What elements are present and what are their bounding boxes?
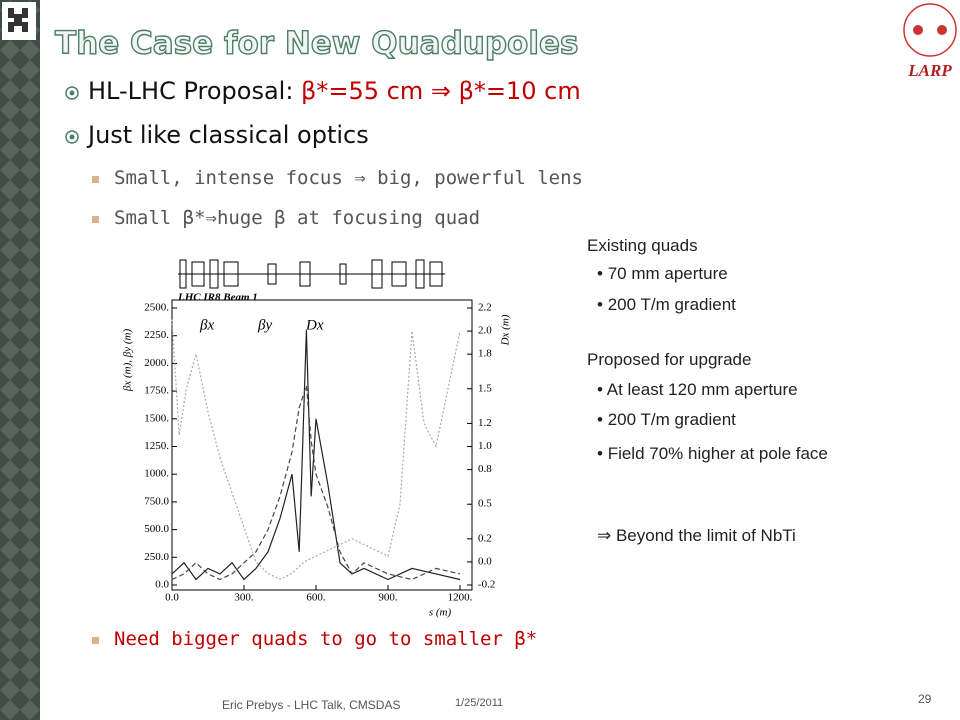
note-item: • At least 120 mm aperture	[597, 380, 798, 399]
note-heading: Proposed for upgrade	[587, 350, 752, 369]
y-tick-label: 2000.	[144, 357, 169, 369]
y2-tick-label: -0.2	[478, 579, 495, 591]
curve	[171, 330, 461, 581]
y2-tick-label: 0.2	[478, 532, 492, 544]
x-tick-label: 1200.	[448, 592, 473, 604]
curve	[171, 385, 461, 581]
larp-logo	[903, 3, 957, 57]
sub-bullet: Need bigger quads to go to smaller β*	[114, 628, 538, 650]
note-heading: Existing quads	[587, 236, 698, 255]
bullet-marker	[65, 130, 79, 144]
note-text: 200 T/m gradient	[607, 295, 736, 314]
note-item: • 200 T/m gradient	[597, 295, 736, 314]
x-tick-label: 0.0	[165, 592, 179, 604]
y2-tick-label: 2.0	[478, 325, 492, 337]
y2-tick-label: 1.2	[478, 417, 492, 429]
x-tick-label: 300.	[234, 592, 254, 604]
slide-title: The Case for New Quadupoles	[55, 26, 578, 62]
note-text: At least 120 mm aperture	[606, 380, 798, 399]
y2-tick-label: 2.2	[478, 302, 492, 314]
bullet: Just like classical optics	[88, 121, 369, 149]
bullet-marker	[65, 86, 79, 100]
curve-label: βy	[257, 317, 272, 333]
footer-author: Eric Prebys - LHC Talk, CMSDAS	[222, 698, 401, 712]
y-tick-label: 750.0	[144, 495, 169, 507]
y-axis-label: βx (m), βy (m)	[122, 329, 134, 393]
plot-frame	[171, 299, 473, 591]
curve-label: Dx	[305, 317, 324, 333]
bullet-marker	[92, 637, 99, 644]
sub-bullet: Small β*⇒huge β at focusing quad	[114, 207, 481, 229]
figure-title: LHC IR8 Beam 1	[177, 292, 258, 304]
note-text: 70 mm aperture	[607, 264, 728, 283]
x-axis-label: s (m)	[429, 607, 452, 619]
x-tick-label: 600.	[306, 592, 326, 604]
fermilab-logo	[8, 8, 28, 32]
bullet-marker	[92, 216, 99, 223]
y-tick-label: 2250.	[144, 329, 169, 341]
note-text: 200 T/m gradient	[607, 410, 736, 429]
curve	[171, 319, 461, 580]
y2-tick-label: 0.0	[478, 555, 492, 567]
larp-logo	[937, 25, 947, 35]
y2-tick-label: 1.5	[478, 382, 492, 394]
y-tick-label: 1250.	[144, 440, 169, 452]
note-conclusion: ⇒ Beyond the limit of NbTi	[597, 526, 796, 545]
lattice	[178, 259, 445, 289]
note-item: • 70 mm aperture	[597, 264, 728, 283]
y2-tick-label: 1.8	[478, 348, 492, 360]
bullet-text: β*=55 cm ⇒ β*=10 cm	[301, 77, 581, 105]
y2-tick-label: 0.8	[478, 463, 492, 475]
sub-bullet: Small, intense focus ⇒ big, powerful len…	[114, 167, 583, 189]
side-strip	[0, 0, 40, 720]
y2-tick-label: 1.0	[478, 440, 492, 452]
y-tick-label: 500.0	[144, 523, 169, 535]
larp-text: LARP	[907, 61, 952, 80]
note-item: • Field 70% higher at pole face	[597, 444, 828, 463]
y-tick-label: 1500.	[144, 412, 169, 424]
footer-date: 1/25/2011	[455, 697, 504, 709]
x-tick-label: 900.	[378, 592, 398, 604]
page-number: 29	[918, 692, 932, 706]
y-tick-label: 250.0	[144, 551, 169, 563]
curve-label: βx	[199, 317, 214, 333]
note-item: • 200 T/m gradient	[597, 410, 736, 429]
y-tick-label: 0.0	[155, 579, 169, 591]
bullet-marker	[92, 176, 99, 183]
bullet-text: HL-LHC Proposal:	[88, 77, 302, 105]
y2-axis-label: Dx (m)	[500, 314, 512, 346]
note-text: Field 70% higher at pole face	[607, 444, 828, 463]
y-tick-label: 1750.	[144, 385, 169, 397]
y-tick-label: 1000.	[144, 468, 169, 480]
y-tick-label: 2500.	[144, 302, 169, 314]
bullet-marker	[69, 90, 75, 96]
bullet-marker	[69, 134, 75, 140]
bullet: HL-LHC Proposal: β*=55 cm ⇒ β*=10 cm	[88, 77, 581, 105]
larp-logo	[913, 25, 923, 35]
y2-tick-label: 0.5	[478, 498, 492, 510]
